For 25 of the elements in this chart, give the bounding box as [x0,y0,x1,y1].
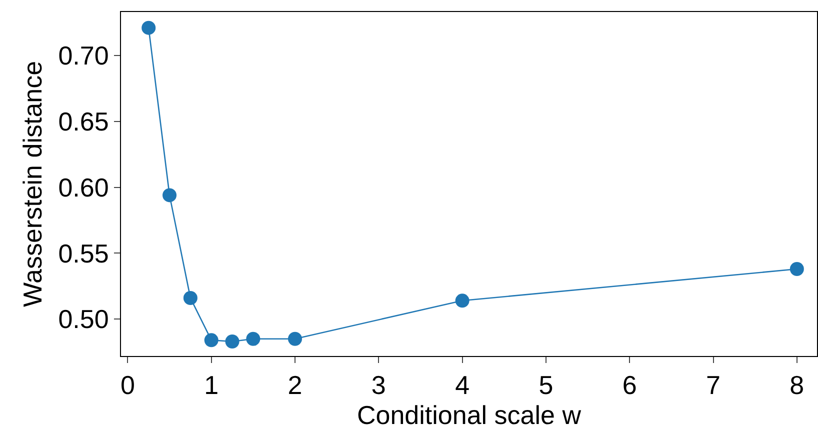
x-tick-label: 0 [120,370,135,400]
x-axis-title: Conditional scale w [356,400,582,430]
point [455,294,470,308]
y-tick-label: 0.65 [58,106,109,136]
x-tick-label: 8 [790,370,804,400]
x-tick-label: 6 [622,370,637,400]
point [142,20,156,35]
x-tick-label: 4 [455,370,470,400]
x-tick-label: 1 [204,370,219,400]
y-tick-label: 0.70 [58,40,109,71]
x-tick-label: 7 [706,370,721,400]
x-tick-label: 3 [371,370,386,400]
y-axis-title: Wasserstein distance [18,60,48,308]
x-tick-label: 2 [288,370,302,400]
point [204,333,218,348]
point [225,334,240,348]
point [790,262,804,276]
point [288,332,302,346]
x-tick-label: 5 [538,370,554,400]
y-tick-label: 0.60 [58,172,109,202]
point [162,188,177,202]
y-tick-label: 0.50 [58,304,109,334]
point [246,332,260,346]
point [183,291,198,306]
y-tick-label: 0.55 [58,238,109,268]
